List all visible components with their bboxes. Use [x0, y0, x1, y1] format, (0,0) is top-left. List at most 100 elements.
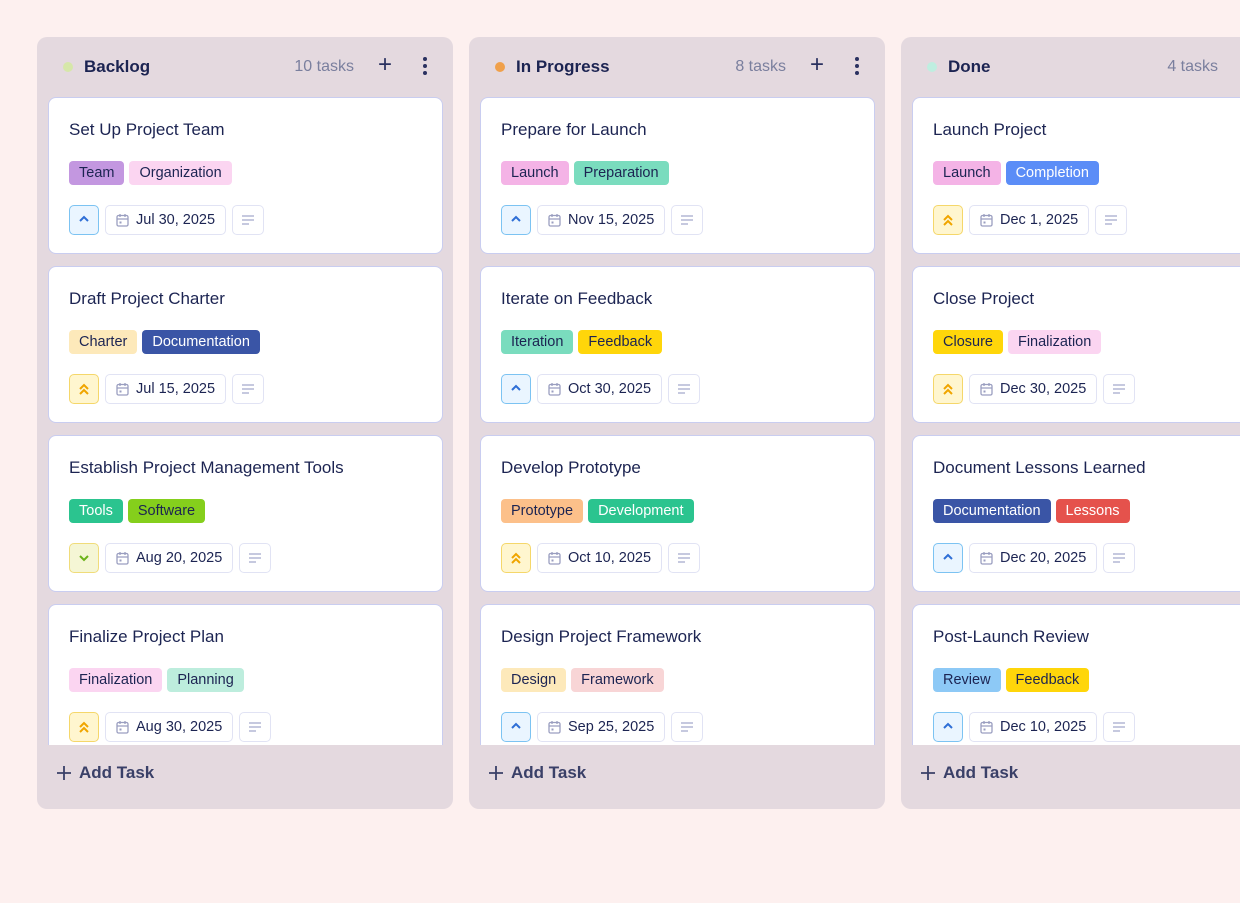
priority-high-icon[interactable]: [933, 374, 963, 404]
priority-medium-icon[interactable]: [933, 543, 963, 573]
add-task-button[interactable]: Add Task: [489, 763, 586, 783]
due-date[interactable]: Jul 15, 2025: [105, 374, 227, 404]
calendar-icon: [548, 720, 561, 734]
description-icon[interactable]: [668, 543, 701, 573]
priority-high-icon[interactable]: [69, 374, 99, 404]
task-card[interactable]: Establish Project Management Tools Tools…: [48, 435, 443, 592]
calendar-icon: [548, 382, 561, 396]
card-list[interactable]: Set Up Project Team Team Organization Jul…: [48, 97, 443, 745]
description-icon[interactable]: [668, 374, 701, 404]
calendar-icon: [980, 551, 993, 565]
due-date[interactable]: Dec 1, 2025: [969, 205, 1090, 235]
tag-list: Tools Software: [69, 499, 206, 523]
card-list[interactable]: Launch Project Launch Completion Dec 1, 2…: [912, 97, 1240, 745]
tag-list: Documentation Lessons: [933, 499, 1130, 523]
more-options-icon[interactable]: [855, 57, 861, 75]
tag: Closure: [933, 330, 1003, 354]
description-icon[interactable]: [671, 712, 704, 742]
description-icon[interactable]: [671, 205, 704, 235]
task-title: Iterate on Feedback: [501, 289, 653, 308]
description-icon[interactable]: [232, 374, 265, 404]
task-card[interactable]: Launch Project Launch Completion Dec 1, 2…: [912, 97, 1240, 254]
task-title: Prepare for Launch: [501, 120, 647, 139]
due-date-text: Dec 30, 2025: [1000, 381, 1087, 397]
due-date[interactable]: Oct 30, 2025: [537, 374, 663, 404]
tag-list: Finalization Planning: [69, 668, 244, 692]
task-count: 4 tasks: [1167, 58, 1218, 75]
description-icon[interactable]: [1103, 543, 1136, 573]
tag: Lessons: [1055, 499, 1130, 523]
status-dot: [927, 62, 937, 72]
status-dot: [63, 62, 73, 72]
task-card[interactable]: Design Project Framework Design Framework…: [480, 604, 875, 745]
plus-icon: [489, 766, 503, 780]
tag: Organization: [129, 161, 232, 185]
task-card[interactable]: Document Lessons Learned Documentation Le…: [912, 435, 1240, 592]
tag: Tools: [69, 499, 123, 523]
due-date[interactable]: Nov 15, 2025: [537, 205, 666, 235]
column-header: Done 4 tasks: [901, 37, 1240, 97]
plus-icon: [921, 766, 935, 780]
description-icon[interactable]: [1103, 712, 1136, 742]
task-card[interactable]: Develop Prototype Prototype Development O…: [480, 435, 875, 592]
tag: Launch: [501, 161, 569, 185]
priority-medium-icon[interactable]: [501, 374, 531, 404]
priority-medium-icon[interactable]: [501, 712, 531, 742]
task-card[interactable]: Draft Project Charter Charter Documentati…: [48, 266, 443, 423]
tag: Preparation: [573, 161, 669, 185]
task-title: Launch Project: [933, 120, 1047, 139]
description-icon[interactable]: [1103, 374, 1136, 404]
calendar-icon: [980, 213, 993, 227]
priority-high-icon[interactable]: [501, 543, 531, 573]
calendar-icon: [116, 720, 129, 734]
task-card[interactable]: Prepare for Launch Launch Preparation Nov…: [480, 97, 875, 254]
priority-high-icon[interactable]: [933, 205, 963, 235]
calendar-icon: [980, 382, 993, 396]
due-date[interactable]: Sep 25, 2025: [537, 712, 666, 742]
tag: Feedback: [1005, 668, 1090, 692]
task-card[interactable]: Set Up Project Team Team Organization Jul…: [48, 97, 443, 254]
tag-list: Launch Completion: [933, 161, 1099, 185]
tag: Charter: [69, 330, 138, 354]
tag: Feedback: [578, 330, 663, 354]
add-task-icon[interactable]: +: [377, 51, 392, 78]
description-icon[interactable]: [239, 543, 272, 573]
task-card[interactable]: Close Project Closure Finalization Dec 30…: [912, 266, 1240, 423]
task-card[interactable]: Iterate on Feedback Iteration Feedback Oc…: [480, 266, 875, 423]
task-card[interactable]: Finalize Project Plan Finalization Planni…: [48, 604, 443, 745]
add-task-label: Add Task: [79, 763, 155, 782]
tag-list: Design Framework: [501, 668, 664, 692]
due-date[interactable]: Aug 20, 2025: [105, 543, 234, 573]
due-date[interactable]: Dec 30, 2025: [969, 374, 1098, 404]
due-date[interactable]: Dec 20, 2025: [969, 543, 1098, 573]
calendar-icon: [116, 551, 129, 565]
task-count: 10 tasks: [294, 58, 354, 75]
description-icon[interactable]: [1095, 205, 1128, 235]
due-date[interactable]: Dec 10, 2025: [969, 712, 1098, 742]
add-task-icon[interactable]: +: [809, 51, 824, 78]
more-options-icon[interactable]: [423, 57, 429, 75]
description-icon[interactable]: [232, 205, 265, 235]
due-date-text: Jul 15, 2025: [136, 381, 216, 397]
task-card[interactable]: Post-Launch Review Review Feedback Dec 10…: [912, 604, 1240, 745]
priority-medium-icon[interactable]: [501, 205, 531, 235]
description-icon[interactable]: [239, 712, 272, 742]
due-date-text: Oct 10, 2025: [568, 550, 652, 566]
tag: Documentation: [142, 330, 260, 354]
priority-medium-icon[interactable]: [69, 205, 99, 235]
task-title: Draft Project Charter: [69, 289, 225, 308]
priority-low-icon[interactable]: [69, 543, 99, 573]
due-date[interactable]: Jul 30, 2025: [105, 205, 227, 235]
due-date[interactable]: Oct 10, 2025: [537, 543, 663, 573]
card-list[interactable]: Prepare for Launch Launch Preparation Nov…: [480, 97, 875, 745]
due-date[interactable]: Aug 30, 2025: [105, 712, 234, 742]
priority-medium-icon[interactable]: [933, 712, 963, 742]
calendar-icon: [116, 382, 129, 396]
add-task-button[interactable]: Add Task: [921, 763, 1018, 783]
add-task-button[interactable]: Add Task: [57, 763, 154, 783]
priority-high-icon[interactable]: [69, 712, 99, 742]
tag: Finalization: [1007, 330, 1102, 354]
tag: Prototype: [501, 499, 584, 523]
task-title: Develop Prototype: [501, 458, 641, 477]
task-title: Finalize Project Plan: [69, 627, 224, 646]
